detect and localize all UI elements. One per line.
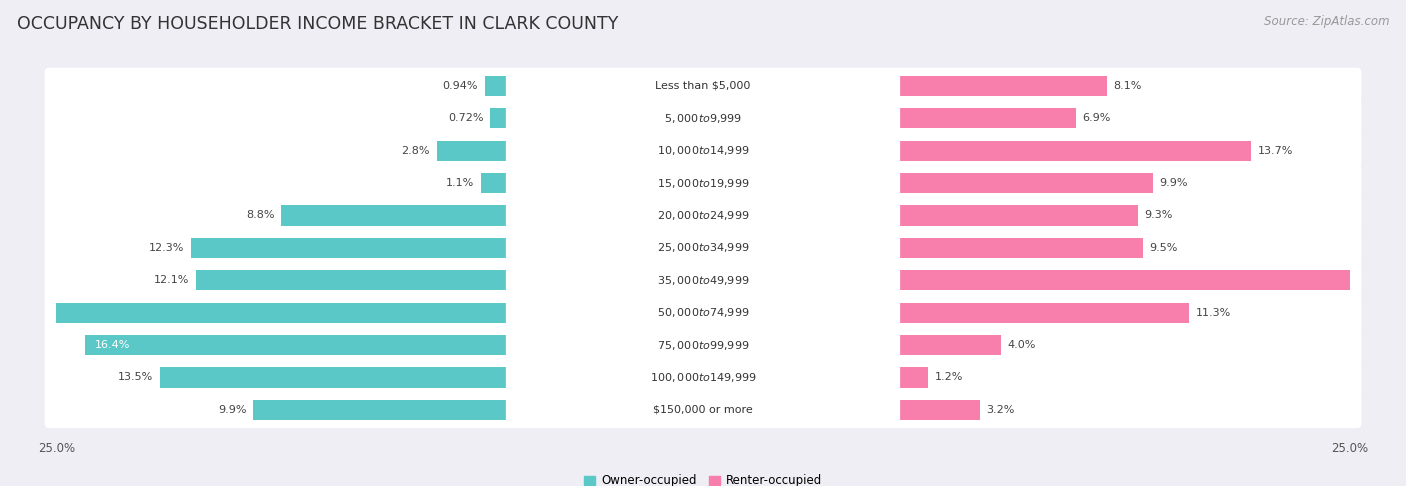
Text: 12.3%: 12.3% (149, 243, 184, 253)
FancyBboxPatch shape (506, 202, 900, 229)
FancyBboxPatch shape (45, 392, 1361, 428)
Bar (897, 76, 1107, 96)
Text: $5,000 to $9,999: $5,000 to $9,999 (664, 112, 742, 125)
Text: $20,000 to $24,999: $20,000 to $24,999 (657, 209, 749, 222)
FancyBboxPatch shape (45, 327, 1361, 363)
Bar (897, 367, 928, 387)
Text: 9.9%: 9.9% (1160, 178, 1188, 188)
Text: 16.4%: 16.4% (96, 340, 131, 350)
Text: 3.2%: 3.2% (986, 405, 1015, 415)
Bar (481, 173, 509, 193)
Bar (253, 400, 509, 420)
Bar (485, 76, 509, 96)
FancyBboxPatch shape (506, 169, 900, 197)
Text: 9.3%: 9.3% (1144, 210, 1173, 221)
Bar (897, 140, 1251, 161)
Text: OCCUPANCY BY HOUSEHOLDER INCOME BRACKET IN CLARK COUNTY: OCCUPANCY BY HOUSEHOLDER INCOME BRACKET … (17, 15, 619, 33)
Text: 8.8%: 8.8% (246, 210, 274, 221)
Bar (281, 206, 509, 226)
FancyBboxPatch shape (45, 230, 1361, 266)
FancyBboxPatch shape (506, 266, 900, 294)
Text: 11.3%: 11.3% (1197, 308, 1232, 318)
FancyBboxPatch shape (506, 364, 900, 391)
Bar (897, 173, 1153, 193)
Text: 4.0%: 4.0% (1007, 340, 1035, 350)
FancyBboxPatch shape (45, 295, 1361, 331)
FancyBboxPatch shape (506, 72, 900, 100)
Bar (160, 367, 509, 387)
Text: 13.7%: 13.7% (1258, 146, 1294, 156)
Text: $75,000 to $99,999: $75,000 to $99,999 (657, 339, 749, 351)
Text: 1.1%: 1.1% (446, 178, 474, 188)
Text: $100,000 to $149,999: $100,000 to $149,999 (650, 371, 756, 384)
Bar (491, 108, 509, 128)
Bar (191, 238, 509, 258)
Text: 9.9%: 9.9% (218, 405, 246, 415)
Bar (195, 270, 509, 290)
Bar (436, 140, 509, 161)
Bar (897, 206, 1137, 226)
FancyBboxPatch shape (45, 100, 1361, 137)
FancyBboxPatch shape (506, 299, 900, 327)
Text: Source: ZipAtlas.com: Source: ZipAtlas.com (1264, 15, 1389, 28)
Text: 13.5%: 13.5% (118, 372, 153, 382)
Legend: Owner-occupied, Renter-occupied: Owner-occupied, Renter-occupied (579, 469, 827, 486)
FancyBboxPatch shape (506, 234, 900, 262)
Text: $50,000 to $74,999: $50,000 to $74,999 (657, 306, 749, 319)
Bar (897, 303, 1189, 323)
Bar (897, 270, 1406, 290)
FancyBboxPatch shape (506, 331, 900, 359)
Text: 6.9%: 6.9% (1083, 113, 1111, 123)
Bar (0, 303, 509, 323)
Bar (897, 108, 1076, 128)
Text: $15,000 to $19,999: $15,000 to $19,999 (657, 176, 749, 190)
Text: 8.1%: 8.1% (1114, 81, 1142, 91)
FancyBboxPatch shape (45, 68, 1361, 104)
Text: 9.5%: 9.5% (1149, 243, 1178, 253)
Text: 12.1%: 12.1% (155, 275, 190, 285)
Text: $10,000 to $14,999: $10,000 to $14,999 (657, 144, 749, 157)
FancyBboxPatch shape (45, 359, 1361, 396)
Text: 0.72%: 0.72% (449, 113, 484, 123)
Text: 0.94%: 0.94% (443, 81, 478, 91)
Bar (897, 400, 980, 420)
FancyBboxPatch shape (506, 396, 900, 424)
Text: 1.2%: 1.2% (935, 372, 963, 382)
FancyBboxPatch shape (45, 262, 1361, 298)
Bar (84, 335, 509, 355)
Text: Less than $5,000: Less than $5,000 (655, 81, 751, 91)
FancyBboxPatch shape (506, 104, 900, 132)
Bar (897, 238, 1143, 258)
Text: $35,000 to $49,999: $35,000 to $49,999 (657, 274, 749, 287)
FancyBboxPatch shape (45, 197, 1361, 234)
FancyBboxPatch shape (45, 165, 1361, 201)
Text: 2.8%: 2.8% (402, 146, 430, 156)
Text: $25,000 to $34,999: $25,000 to $34,999 (657, 242, 749, 254)
FancyBboxPatch shape (506, 137, 900, 165)
Text: $150,000 or more: $150,000 or more (654, 405, 752, 415)
Bar (897, 335, 1001, 355)
FancyBboxPatch shape (45, 133, 1361, 169)
